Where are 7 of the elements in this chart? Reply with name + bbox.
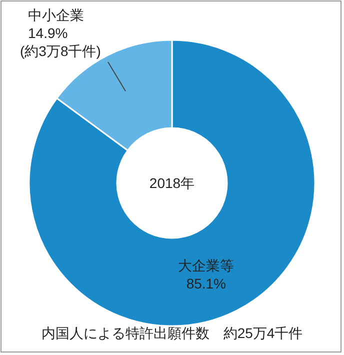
data-label: 85.1% [186, 275, 226, 292]
slice-label: 中小企業 [28, 7, 84, 23]
data-label: 14.9% [28, 25, 68, 41]
slice-label: 大企業等 [178, 257, 234, 274]
text: (約3万8千件) [20, 43, 101, 59]
text: 内国人による特許出願件数 約25万4千件 [41, 325, 303, 341]
text: 2018年 [149, 175, 195, 191]
